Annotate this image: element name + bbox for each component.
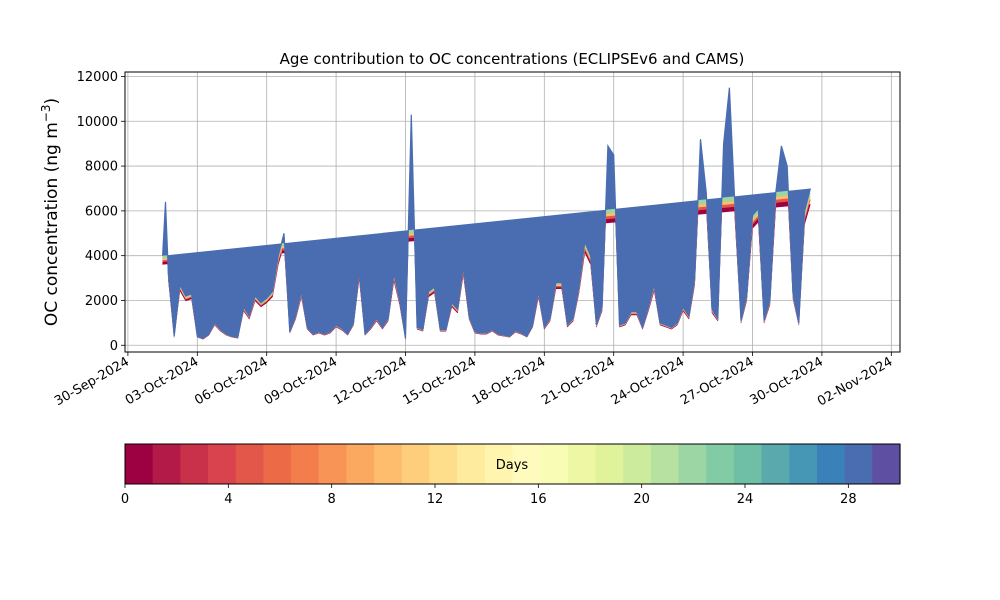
colorbar-label: Days	[496, 458, 529, 473]
x-tick-label: 15-Oct-2024	[401, 354, 479, 408]
colorbar-band	[789, 444, 818, 484]
x-tick-label: 18-Oct-2024	[470, 354, 548, 408]
x-tick-label: 03-Oct-2024	[123, 354, 201, 408]
x-tick-label: 02-Nov-2024	[815, 354, 895, 409]
plot-frame	[124, 71, 901, 353]
colorbar-band	[512, 444, 541, 484]
colorbar-band	[484, 444, 514, 484]
y-tick-label: 10000	[77, 115, 118, 130]
colorbar-band	[595, 444, 624, 484]
x-tick-label: 30-Oct-2024	[748, 354, 826, 408]
colorbar-band	[457, 444, 486, 484]
colorbar-band	[263, 444, 292, 484]
colorbar-band	[125, 444, 154, 484]
colorbar-band	[374, 444, 403, 484]
y-axis-label: OC concentration (ng m−3)	[39, 98, 62, 326]
area-series-4	[162, 87, 811, 340]
y-axis: 0 2000 4000 6000 8000 10000 12000	[77, 70, 125, 354]
colorbar-band	[706, 444, 735, 484]
colorbar-band	[180, 444, 209, 484]
y-tick-label: 12000	[77, 70, 118, 85]
colorbar-band	[318, 444, 348, 484]
colorbar-band	[208, 444, 237, 484]
y-axis-label-close: )	[42, 98, 62, 105]
colorbar-tick-label: 28	[840, 492, 857, 507]
colorbar-band	[567, 444, 597, 484]
x-tick-label: 09-Oct-2024	[262, 354, 340, 408]
colorbar-band	[291, 444, 320, 484]
colorbar-band	[816, 444, 846, 484]
colorbar-band	[346, 444, 375, 484]
colorbar-band	[844, 444, 873, 484]
colorbar-tick-label: 16	[530, 492, 547, 507]
colorbar-band	[872, 444, 901, 484]
x-tick-label: 21-Oct-2024	[539, 354, 617, 408]
colorbar-band	[761, 444, 790, 484]
stacked-areas	[162, 87, 811, 340]
x-axis: 30-Sep-202403-Oct-202406-Oct-202409-Oct-…	[52, 352, 895, 409]
y-tick-label: 0	[110, 339, 118, 354]
colorbar-tick-label: 0	[121, 492, 129, 507]
colorbar-tick-label: 12	[427, 492, 444, 507]
x-tick-label: 12-Oct-2024	[331, 354, 409, 408]
colorbar-band	[678, 444, 707, 484]
colorbar-band	[733, 444, 763, 484]
colorbar-band	[152, 444, 181, 484]
y-axis-label-exponent: −3	[39, 104, 53, 122]
colorbar-tick-label: 20	[633, 492, 650, 507]
colorbar-band	[429, 444, 458, 484]
colorbar-tick-label: 24	[737, 492, 754, 507]
colorbar-band	[401, 444, 431, 484]
colorbar-frame	[124, 443, 901, 485]
colorbar-tick-label: 8	[328, 492, 336, 507]
y-tick-label: 2000	[85, 294, 118, 309]
colorbar-band	[650, 444, 680, 484]
x-tick-label: 24-Oct-2024	[609, 354, 687, 408]
x-tick-label: 27-Oct-2024	[678, 354, 756, 408]
y-tick-label: 4000	[85, 249, 118, 264]
y-tick-label: 6000	[85, 204, 118, 219]
colorbar-band	[235, 444, 264, 484]
x-tick-label: 30-Sep-2024	[52, 354, 132, 409]
chart-title: Age contribution to OC concentrations (E…	[280, 50, 745, 68]
colorbar-band	[540, 444, 569, 484]
x-tick-label: 06-Oct-2024	[192, 354, 270, 408]
colorbar-tick-label: 4	[224, 492, 232, 507]
colorbar-band	[623, 444, 652, 484]
y-tick-label: 8000	[85, 160, 118, 175]
colorbar-ticks: 0 4 8 12 16 20 24 28	[121, 484, 857, 507]
colorbar	[125, 444, 901, 484]
y-axis-label-main: OC concentration (ng m	[42, 122, 62, 326]
